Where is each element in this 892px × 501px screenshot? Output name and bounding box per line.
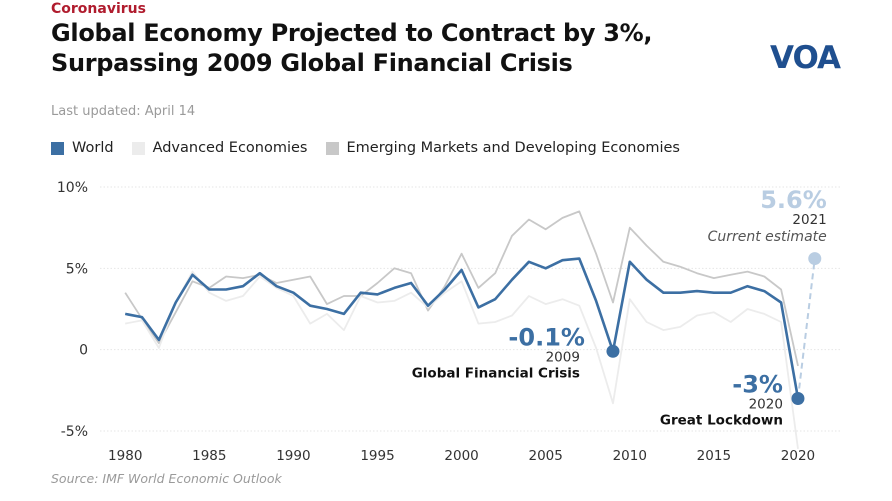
world-point-1996 <box>393 287 395 289</box>
world-point-1980 <box>124 313 126 315</box>
x-tick-label: 1985 <box>192 448 226 464</box>
world-point-2002 <box>494 298 496 300</box>
last-updated: Last updated: April 14 <box>51 104 196 119</box>
world-point-1981 <box>141 316 143 318</box>
world-point-1985 <box>208 288 210 290</box>
world-point-2001 <box>477 306 479 308</box>
annotation-2009-value: -0.1% <box>508 323 585 351</box>
legend-label-world: World <box>72 140 114 156</box>
world-point-1991 <box>309 305 311 307</box>
voa-logo[interactable]: VOA <box>768 36 842 76</box>
world-point-1993 <box>343 313 345 315</box>
legend-advanced[interactable]: Advanced Economies <box>131 140 308 156</box>
world-point-1995 <box>376 293 378 295</box>
world-point-1987 <box>242 285 244 287</box>
legend-swatch-advanced <box>131 141 145 155</box>
x-tick-label: 1980 <box>108 448 142 464</box>
chart-title: Global Economy Projected to Contract by … <box>51 18 653 78</box>
world-point-1986 <box>225 288 227 290</box>
world-point-2006 <box>561 259 563 261</box>
annotation-2021-event: Current estimate <box>708 229 827 245</box>
y-tick-label: 0 <box>79 343 88 359</box>
world-point-2013 <box>679 292 681 294</box>
world-point-2007 <box>578 257 580 259</box>
x-tick-label: 2000 <box>444 448 478 464</box>
world-point-2011 <box>645 279 647 281</box>
annotation-2021-value: 5.6% <box>760 186 827 214</box>
world-point-1990 <box>292 292 294 294</box>
series-line-emerging <box>124 210 799 367</box>
y-tick-label: 5% <box>66 261 88 277</box>
y-tick-label: 10% <box>57 180 88 196</box>
world-point-1982 <box>158 339 160 341</box>
world-point-2016 <box>729 292 731 294</box>
world-point-2005 <box>544 267 546 269</box>
legend-emerging[interactable]: Emerging Markets and Developing Economie… <box>325 140 680 156</box>
world-point-2000 <box>460 269 462 271</box>
world-point-2018 <box>763 290 765 292</box>
annotation-2020-value: -3% <box>732 370 783 398</box>
world-point-1983 <box>174 301 176 303</box>
x-tick-label: 2015 <box>697 448 731 464</box>
x-tick-label: 1990 <box>276 448 310 464</box>
annotation-2009-event: Global Financial Crisis <box>412 365 580 381</box>
world-point-2014 <box>696 290 698 292</box>
source-note: Source: IMF World Economic Outlook <box>51 471 282 486</box>
voa-logo-text: VOA <box>770 40 841 76</box>
world-point-2012 <box>662 292 664 294</box>
x-tick-label: 1995 <box>360 448 394 464</box>
series-line-advanced <box>125 270 799 450</box>
annotation-2009-year: 2009 <box>546 349 580 365</box>
world-point-2015 <box>713 292 715 294</box>
world-point-1997 <box>410 282 412 284</box>
world-point-2010 <box>629 261 631 263</box>
kicker-label: Coronavirus <box>51 1 146 17</box>
world-point-2017 <box>746 285 748 287</box>
world-point-2004 <box>528 261 530 263</box>
legend-world[interactable]: World <box>51 140 114 156</box>
estimate-dashed-line <box>796 258 816 399</box>
legend-label-emerging: Emerging Markets and Developing Economie… <box>346 140 680 156</box>
legend-swatch-emerging <box>325 141 339 155</box>
highlight-point-2021 <box>808 252 822 266</box>
world-point-2008 <box>595 300 597 302</box>
legend-label-advanced: Advanced Economies <box>152 140 308 156</box>
world-point-1988 <box>259 272 261 274</box>
annotation-2020-year: 2020 <box>749 396 783 412</box>
legend: World Advanced Economies Emerging Market… <box>51 140 698 156</box>
world-point-1999 <box>444 288 446 290</box>
title-line-2: Surpassing 2009 Global Financial Crisis <box>51 49 573 77</box>
x-tick-label: 2020 <box>781 448 815 464</box>
world-point-1992 <box>326 308 328 310</box>
world-point-1989 <box>275 285 277 287</box>
annotation-2021-year: 2021 <box>792 212 826 228</box>
world-point-1994 <box>359 292 361 294</box>
highlight-point-2020 <box>791 391 805 405</box>
y-tick-label: -5% <box>61 424 88 440</box>
x-tick-label: 2005 <box>529 448 563 464</box>
annotation-2020-event: Great Lockdown <box>660 412 783 428</box>
x-tick-label: 2010 <box>613 448 647 464</box>
world-point-2003 <box>511 279 513 281</box>
series-line-world <box>124 257 800 399</box>
world-point-1984 <box>191 274 193 276</box>
legend-swatch-world <box>51 141 64 155</box>
title-line-1: Global Economy Projected to Contract by … <box>51 19 653 47</box>
world-point-1998 <box>427 305 429 307</box>
highlight-point-2009 <box>606 344 620 358</box>
world-point-2019 <box>780 301 782 303</box>
